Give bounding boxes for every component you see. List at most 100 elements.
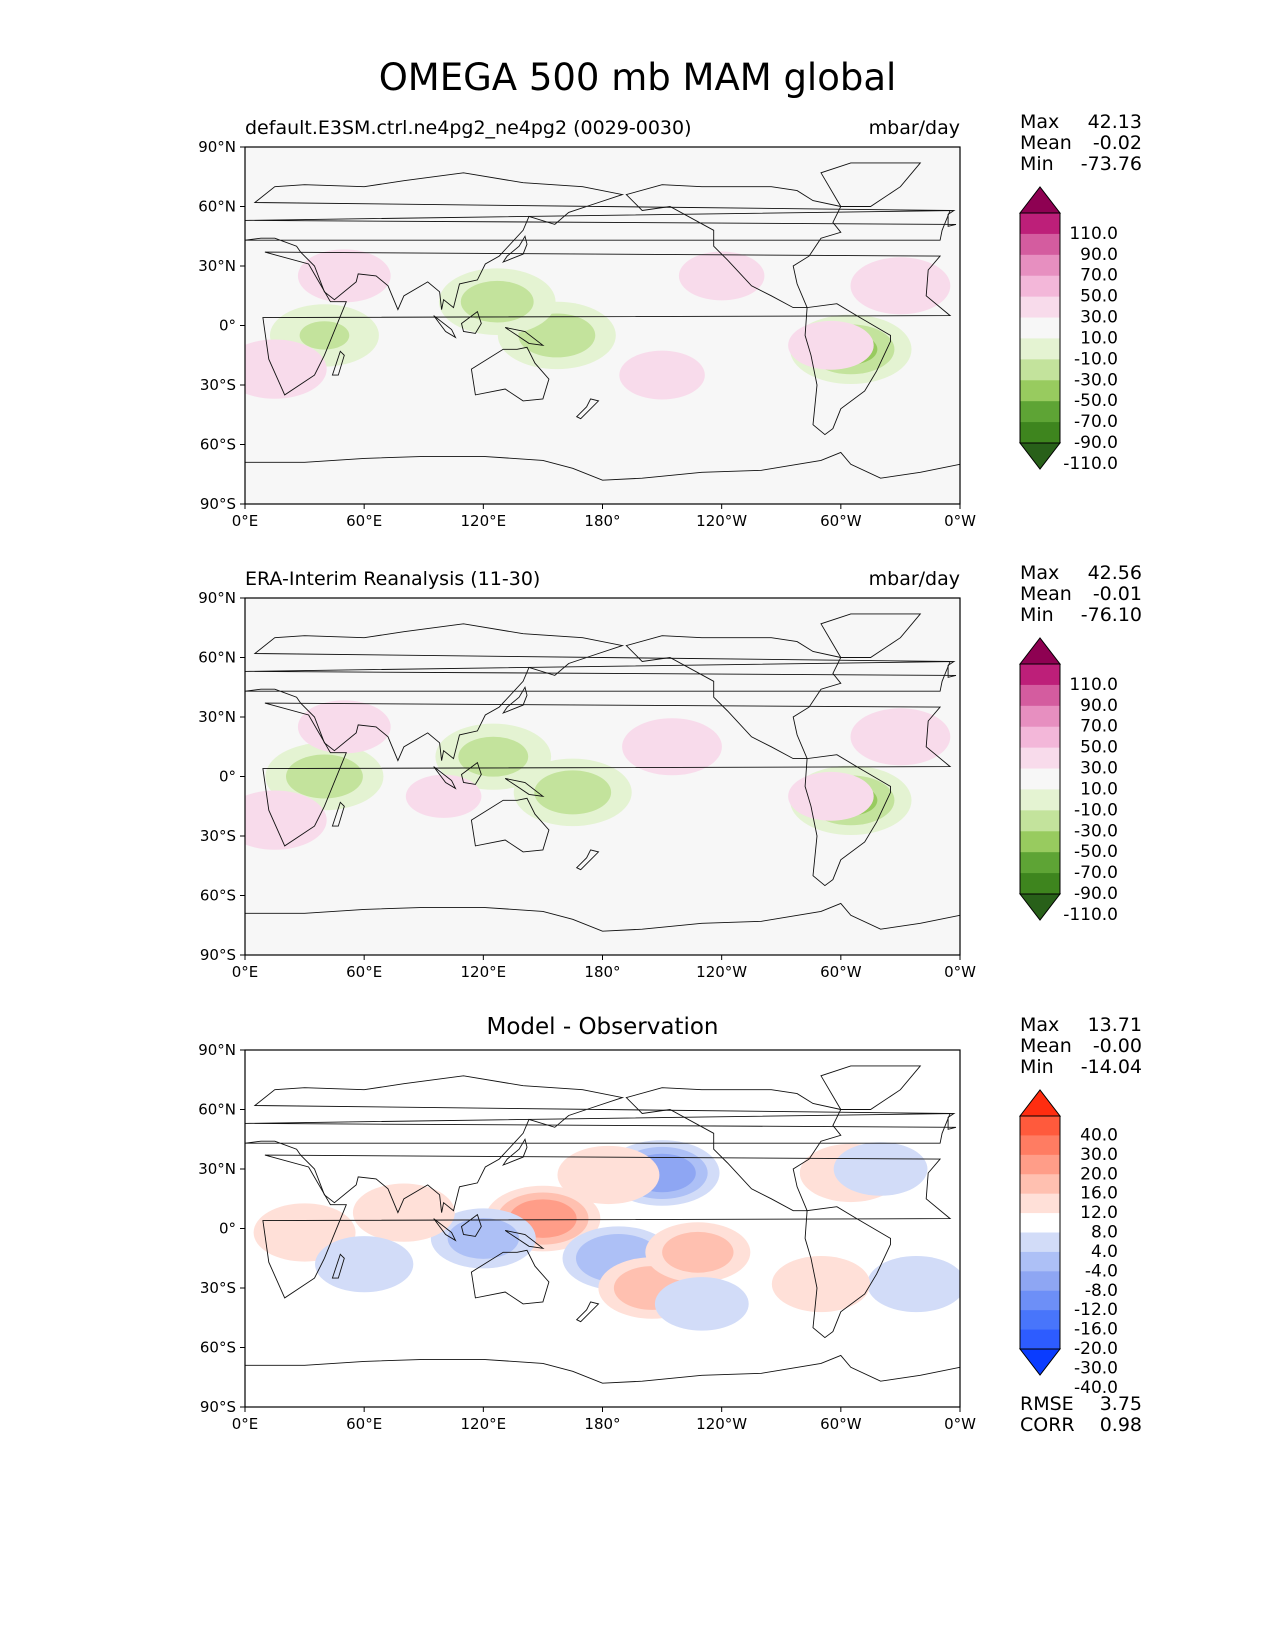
stat-label-mean: Mean [1020, 132, 1072, 154]
field-contour [867, 1255, 960, 1313]
stat-label-max: Max [1020, 111, 1060, 133]
coastline [331, 1253, 345, 1279]
field-contour [513, 758, 632, 827]
colorbar-tick-label: -70.0 [1074, 863, 1118, 883]
stat-value-max: 42.13 [1087, 111, 1142, 133]
colorbar-tick-label: 8.0 [1091, 1223, 1118, 1243]
x-tick-label: 120°W [696, 512, 747, 530]
field-contour [534, 770, 612, 815]
colorbar-band [1020, 852, 1060, 874]
colorbar-tick-label: -30.0 [1074, 1358, 1118, 1378]
x-tick-label: 60°W [820, 1415, 862, 1433]
coastline [245, 661, 957, 678]
coastline [433, 1218, 457, 1242]
colorbar-tick-label: -4.0 [1085, 1261, 1118, 1281]
colorbar-tick-label: -110.0 [1063, 905, 1118, 925]
field-contour [645, 1222, 751, 1283]
stat-value-mean: -0.00 [1092, 1035, 1142, 1057]
coastline [245, 623, 951, 762]
coastline [262, 702, 952, 847]
coastline [460, 761, 482, 785]
field-contour [315, 1236, 414, 1293]
field-contour [575, 1234, 661, 1283]
field-contour [286, 754, 363, 799]
field-contour [352, 1183, 455, 1242]
units-label: mbar/day [868, 568, 960, 590]
coastline [575, 849, 600, 871]
x-tick-label: 120°W [696, 963, 747, 981]
colorbar-band [1020, 1251, 1060, 1272]
y-tick-label: 90°S [200, 1398, 236, 1416]
coastline [504, 778, 545, 797]
colorbar-tick-label: 16.0 [1080, 1184, 1118, 1204]
x-tick-label: 180° [584, 512, 620, 530]
x-tick-label: 120°E [461, 512, 507, 530]
coastline [460, 1213, 482, 1237]
x-tick-label: 120°E [461, 1415, 507, 1433]
colorbar-band [1020, 1271, 1060, 1292]
coastline [245, 1075, 951, 1214]
map-frame [244, 597, 961, 956]
x-tick-label: 180° [584, 1415, 620, 1433]
stat-label-corr: CORR [1020, 1414, 1075, 1436]
stat-value-corr: 0.98 [1099, 1414, 1142, 1436]
coastline [625, 1087, 842, 1212]
colorbar-tick-label: -90.0 [1074, 884, 1118, 904]
field-contour [485, 1185, 601, 1252]
y-tick-label: 30°S [200, 827, 236, 845]
colorbar-band [1020, 1174, 1060, 1195]
units-label: mbar/day [868, 117, 960, 139]
colorbar-band [1020, 873, 1060, 895]
coastline [470, 797, 550, 853]
field-contour [788, 771, 874, 821]
field-contour [265, 742, 384, 811]
colorbar-band [1020, 810, 1060, 832]
coastline [820, 1065, 922, 1110]
colorbar-band [1020, 1135, 1060, 1156]
field-contour [654, 1277, 749, 1331]
stat-value-min: -14.04 [1080, 1056, 1142, 1078]
y-tick-label: 90°N [198, 1041, 236, 1059]
colorbar-band [1020, 1290, 1060, 1311]
coastline [804, 754, 891, 887]
stat-label-min: Min [1020, 153, 1054, 175]
colorbar-tick-label: 30.0 [1080, 759, 1118, 779]
field-contour [430, 1208, 536, 1269]
field-contour [245, 790, 327, 850]
y-tick-label: 30°N [198, 1160, 236, 1178]
y-tick-label: 90°S [200, 495, 236, 513]
field-contour [850, 708, 951, 766]
coastline [331, 801, 345, 827]
colorbar-tick-label: 50.0 [1080, 738, 1118, 758]
coastline-antarctica [245, 1354, 960, 1384]
colorbar-extend-max [1018, 1089, 1062, 1117]
field-contour [435, 723, 552, 790]
colorbar-tick-label: -8.0 [1085, 1281, 1118, 1301]
x-tick-label: 0°W [944, 512, 976, 530]
colorbar-band [1020, 726, 1060, 749]
colorbar-tick-label: 90.0 [1080, 696, 1118, 716]
panel-title: Model - Observation [486, 1014, 719, 1040]
colorbar-tick-label: 70.0 [1080, 717, 1118, 737]
x-tick-label: 60°E [346, 963, 382, 981]
stat-label-min: Min [1020, 604, 1054, 626]
field-contour [509, 1199, 577, 1238]
field-contour [799, 1143, 902, 1203]
colorbar-band [1020, 1310, 1060, 1331]
colorbar-band [1020, 1116, 1060, 1136]
coastline [433, 766, 457, 790]
stat-value-max: 13.71 [1087, 1014, 1142, 1036]
field-contour [598, 1257, 706, 1319]
field-contour [458, 736, 529, 777]
x-tick-label: 0°E [232, 963, 259, 981]
colorbar-tick-label: 12.0 [1080, 1203, 1118, 1223]
coastline [625, 635, 842, 760]
field-contour [604, 1140, 720, 1206]
y-tick-label: 30°N [198, 708, 236, 726]
field-contour [628, 1153, 696, 1193]
x-tick-label: 60°E [346, 1415, 382, 1433]
field-contour [405, 774, 482, 818]
coastline [504, 1230, 545, 1249]
panel-diff: Model - Observation Max 13.71 Mean -0.00 Min -… [0, 0, 1275, 1436]
stat-label-mean: Mean [1020, 583, 1072, 605]
